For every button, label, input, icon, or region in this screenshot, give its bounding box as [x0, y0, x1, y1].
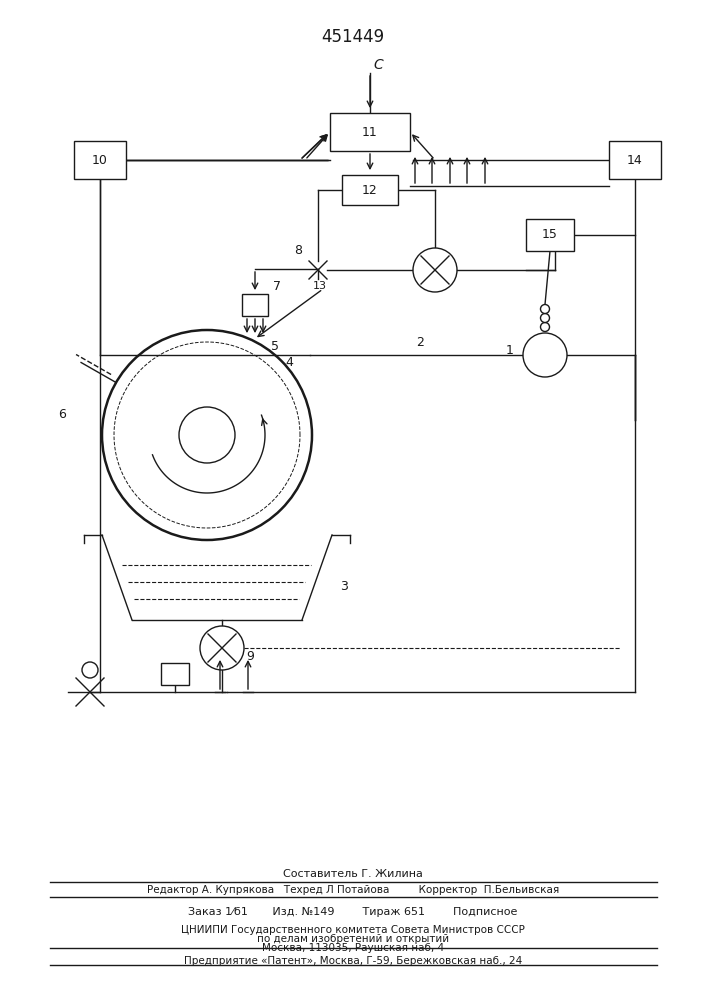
Circle shape — [102, 330, 312, 540]
Bar — [609, 141, 661, 179]
Text: Заказ 1⁄б1       Изд. №149        Тираж 651        Подписное: Заказ 1⁄б1 Изд. №149 Тираж 651 Подписное — [188, 907, 518, 917]
Text: 8: 8 — [294, 243, 302, 256]
Text: Редактор А. Купрякова   Техред Л Потайова         Корректор  П.Бельивская: Редактор А. Купрякова Техред Л Потайова … — [147, 885, 559, 895]
Bar — [342, 175, 398, 205]
Bar — [330, 113, 410, 151]
Circle shape — [540, 304, 549, 314]
Circle shape — [413, 248, 457, 292]
Circle shape — [523, 333, 567, 377]
Text: 2: 2 — [416, 336, 424, 350]
Text: 14: 14 — [627, 153, 643, 166]
Text: 10: 10 — [92, 153, 108, 166]
Bar — [74, 141, 126, 179]
Text: Москва, 113035, Раушская наб, 4: Москва, 113035, Раушская наб, 4 — [262, 943, 444, 953]
Text: 15: 15 — [542, 229, 558, 241]
Text: 3: 3 — [340, 580, 348, 592]
Text: 1: 1 — [506, 344, 514, 357]
Text: Составитель Г. Жилина: Составитель Г. Жилина — [283, 869, 423, 879]
Circle shape — [179, 407, 235, 463]
Text: Предприятие «Патент», Москва, Г-59, Бережковская наб., 24: Предприятие «Патент», Москва, Г-59, Бере… — [184, 956, 522, 966]
Bar — [242, 294, 268, 316]
Text: 13: 13 — [313, 281, 327, 291]
Bar — [161, 663, 189, 685]
Text: 5: 5 — [271, 340, 279, 354]
Circle shape — [200, 626, 244, 670]
Text: 11: 11 — [362, 125, 378, 138]
Text: по делам изобретений и открытий: по делам изобретений и открытий — [257, 934, 449, 944]
Circle shape — [540, 314, 549, 322]
Text: 12: 12 — [362, 184, 378, 196]
Circle shape — [82, 662, 98, 678]
Text: C: C — [373, 58, 383, 72]
Text: 6: 6 — [58, 408, 66, 422]
Text: ЦНИИПИ Государственного комитета Совета Министров СССР: ЦНИИПИ Государственного комитета Совета … — [181, 925, 525, 935]
Bar — [526, 219, 574, 251]
Text: 4: 4 — [285, 357, 293, 369]
Text: 451449: 451449 — [322, 28, 385, 46]
Text: 9: 9 — [246, 650, 254, 662]
Circle shape — [540, 322, 549, 332]
Text: 7: 7 — [273, 280, 281, 294]
